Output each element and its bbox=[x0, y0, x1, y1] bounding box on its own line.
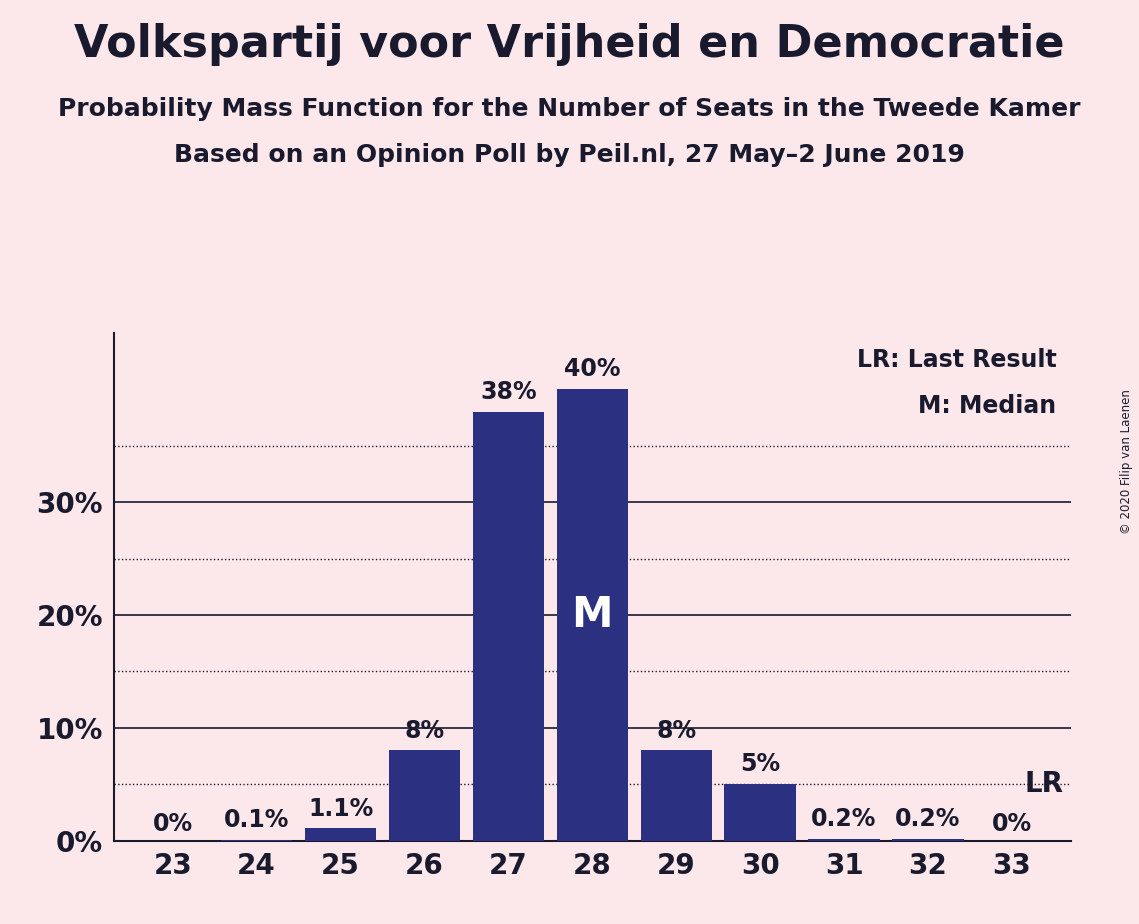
Bar bbox=[221, 840, 293, 841]
Text: 0.2%: 0.2% bbox=[811, 807, 877, 831]
Text: LR: LR bbox=[1025, 771, 1064, 798]
Text: © 2020 Filip van Laenen: © 2020 Filip van Laenen bbox=[1121, 390, 1133, 534]
Text: 8%: 8% bbox=[404, 719, 444, 743]
Bar bbox=[809, 839, 879, 841]
Bar bbox=[388, 750, 460, 841]
Text: Based on an Opinion Poll by Peil.nl, 27 May–2 June 2019: Based on an Opinion Poll by Peil.nl, 27 … bbox=[174, 143, 965, 167]
Bar bbox=[473, 412, 544, 841]
Text: 40%: 40% bbox=[564, 358, 621, 382]
Bar bbox=[557, 389, 628, 841]
Text: M: Median: M: Median bbox=[918, 394, 1056, 418]
Text: 0.1%: 0.1% bbox=[224, 808, 289, 832]
Text: Probability Mass Function for the Number of Seats in the Tweede Kamer: Probability Mass Function for the Number… bbox=[58, 97, 1081, 121]
Text: 5%: 5% bbox=[740, 752, 780, 776]
Text: M: M bbox=[572, 594, 613, 636]
Bar bbox=[724, 784, 796, 841]
Bar bbox=[892, 839, 964, 841]
Text: 1.1%: 1.1% bbox=[308, 796, 374, 821]
Bar bbox=[640, 750, 712, 841]
Text: LR: Last Result: LR: Last Result bbox=[857, 347, 1056, 371]
Text: 0%: 0% bbox=[992, 812, 1032, 836]
Text: 38%: 38% bbox=[480, 380, 536, 404]
Text: 0%: 0% bbox=[153, 812, 192, 836]
Bar bbox=[305, 829, 376, 841]
Text: 8%: 8% bbox=[656, 719, 696, 743]
Text: Volkspartij voor Vrijheid en Democratie: Volkspartij voor Vrijheid en Democratie bbox=[74, 23, 1065, 67]
Text: 0.2%: 0.2% bbox=[895, 807, 960, 831]
